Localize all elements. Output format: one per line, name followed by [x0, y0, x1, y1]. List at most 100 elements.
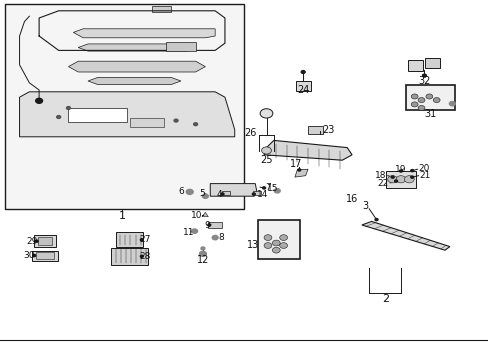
- Circle shape: [425, 94, 432, 99]
- Text: 31: 31: [423, 109, 436, 120]
- Bar: [425, 58, 439, 68]
- Polygon shape: [361, 221, 449, 250]
- Text: 11: 11: [182, 228, 194, 237]
- Circle shape: [301, 71, 305, 73]
- Circle shape: [448, 102, 454, 106]
- Polygon shape: [68, 61, 205, 72]
- Text: 17: 17: [289, 159, 302, 169]
- Circle shape: [262, 187, 265, 189]
- Circle shape: [221, 193, 224, 195]
- Text: 16: 16: [345, 194, 358, 204]
- Text: 19: 19: [394, 165, 406, 174]
- Circle shape: [66, 107, 70, 109]
- Circle shape: [390, 176, 393, 178]
- Text: 14: 14: [257, 189, 268, 198]
- Circle shape: [410, 94, 417, 99]
- Circle shape: [140, 239, 143, 241]
- Circle shape: [417, 98, 424, 103]
- Text: 25: 25: [260, 155, 272, 165]
- Circle shape: [395, 176, 405, 183]
- Text: 20: 20: [418, 163, 429, 172]
- Circle shape: [191, 229, 197, 233]
- Bar: [295, 81, 310, 91]
- Text: 1: 1: [119, 211, 125, 221]
- Circle shape: [274, 189, 280, 193]
- Text: 27: 27: [139, 235, 150, 244]
- Text: 13: 13: [246, 240, 259, 250]
- Circle shape: [199, 251, 206, 256]
- Text: 18: 18: [374, 171, 386, 180]
- Text: 24: 24: [296, 85, 309, 95]
- Circle shape: [264, 235, 271, 240]
- Text: 26: 26: [244, 128, 257, 138]
- Circle shape: [297, 169, 300, 171]
- Text: 4: 4: [216, 189, 222, 198]
- Polygon shape: [202, 212, 208, 217]
- Bar: [407, 60, 422, 71]
- Bar: [36, 252, 54, 259]
- Circle shape: [193, 123, 197, 126]
- Circle shape: [201, 247, 204, 250]
- Circle shape: [272, 247, 280, 253]
- Circle shape: [260, 109, 272, 118]
- Text: 22: 22: [376, 179, 388, 188]
- Circle shape: [36, 98, 42, 103]
- Text: 2: 2: [381, 294, 388, 304]
- Circle shape: [410, 102, 417, 107]
- Circle shape: [279, 243, 287, 248]
- Circle shape: [264, 243, 271, 248]
- Bar: [129, 118, 163, 127]
- Polygon shape: [73, 29, 215, 38]
- Circle shape: [35, 240, 38, 242]
- Text: 21: 21: [419, 171, 430, 180]
- Bar: [208, 222, 222, 228]
- Circle shape: [410, 176, 413, 178]
- Bar: [68, 108, 127, 122]
- Circle shape: [410, 170, 413, 172]
- Circle shape: [212, 235, 218, 240]
- Text: 3: 3: [362, 201, 368, 211]
- Bar: [5, 4, 244, 209]
- Circle shape: [186, 189, 193, 194]
- Bar: [307, 126, 322, 134]
- Circle shape: [432, 98, 439, 103]
- Bar: [151, 6, 171, 12]
- Bar: [34, 235, 56, 247]
- Bar: [166, 42, 195, 51]
- Circle shape: [417, 105, 424, 111]
- Circle shape: [279, 235, 287, 240]
- Text: 6: 6: [178, 187, 183, 197]
- Polygon shape: [294, 169, 307, 177]
- Circle shape: [272, 240, 280, 246]
- Text: 32: 32: [417, 76, 430, 86]
- Text: 23: 23: [322, 125, 334, 135]
- Text: 12: 12: [196, 255, 209, 265]
- Circle shape: [394, 180, 397, 182]
- Text: 29: 29: [26, 237, 38, 246]
- Bar: [258, 220, 299, 259]
- Bar: [222, 191, 229, 195]
- Bar: [116, 232, 143, 247]
- Polygon shape: [88, 77, 181, 85]
- Circle shape: [140, 255, 143, 257]
- Circle shape: [422, 74, 426, 77]
- Text: 15: 15: [266, 184, 278, 193]
- Bar: [111, 248, 147, 265]
- Circle shape: [252, 193, 255, 195]
- Circle shape: [399, 170, 402, 172]
- Polygon shape: [78, 44, 195, 51]
- Polygon shape: [210, 184, 256, 196]
- Circle shape: [57, 116, 61, 118]
- Text: 30: 30: [23, 251, 35, 260]
- Circle shape: [404, 176, 413, 183]
- Polygon shape: [20, 92, 234, 137]
- Bar: [386, 171, 415, 188]
- Bar: [38, 237, 52, 245]
- Circle shape: [33, 255, 36, 257]
- Text: 5: 5: [199, 189, 204, 198]
- Circle shape: [174, 119, 178, 122]
- Circle shape: [387, 176, 397, 183]
- Bar: [32, 251, 58, 261]
- Circle shape: [202, 194, 208, 198]
- Text: 28: 28: [139, 252, 151, 261]
